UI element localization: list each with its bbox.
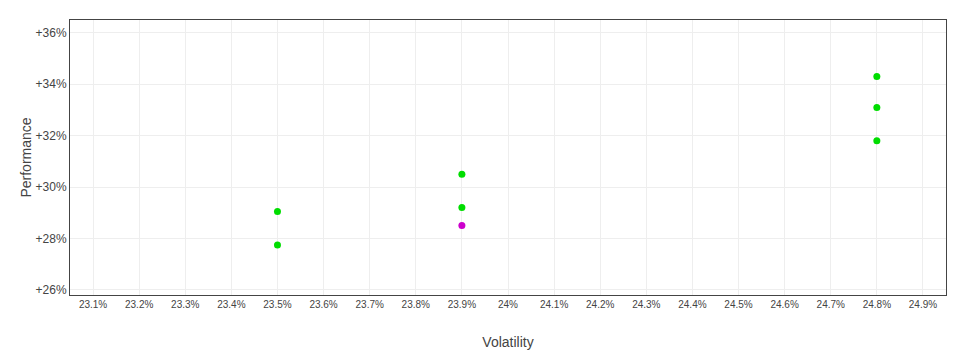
svg-text:24.6%: 24.6% — [770, 299, 798, 310]
svg-text:24%: 24% — [498, 299, 518, 310]
svg-text:23.3%: 23.3% — [171, 299, 199, 310]
svg-text:23.1%: 23.1% — [79, 299, 107, 310]
svg-text:23.8%: 23.8% — [402, 299, 430, 310]
svg-text:23.5%: 23.5% — [263, 299, 291, 310]
svg-text:23.4%: 23.4% — [217, 299, 245, 310]
svg-text:+36%: +36% — [36, 26, 67, 40]
svg-text:23.9%: 23.9% — [448, 299, 476, 310]
svg-text:Performance: Performance — [18, 117, 34, 197]
svg-text:24.5%: 24.5% — [724, 299, 752, 310]
svg-text:23.7%: 23.7% — [356, 299, 384, 310]
svg-text:24.7%: 24.7% — [817, 299, 845, 310]
svg-text:24.2%: 24.2% — [586, 299, 614, 310]
svg-text:+32%: +32% — [36, 129, 67, 143]
svg-text:24.3%: 24.3% — [632, 299, 660, 310]
svg-text:+34%: +34% — [36, 77, 67, 91]
svg-text:23.6%: 23.6% — [309, 299, 337, 310]
svg-text:+26%: +26% — [36, 283, 67, 297]
svg-text:24.8%: 24.8% — [863, 299, 891, 310]
svg-text:Volatility: Volatility — [482, 334, 533, 350]
svg-text:24.9%: 24.9% — [909, 299, 937, 310]
svg-text:+30%: +30% — [36, 180, 67, 194]
svg-text:+28%: +28% — [36, 232, 67, 246]
svg-text:23.2%: 23.2% — [125, 299, 153, 310]
svg-text:24.1%: 24.1% — [540, 299, 568, 310]
svg-text:24.4%: 24.4% — [678, 299, 706, 310]
